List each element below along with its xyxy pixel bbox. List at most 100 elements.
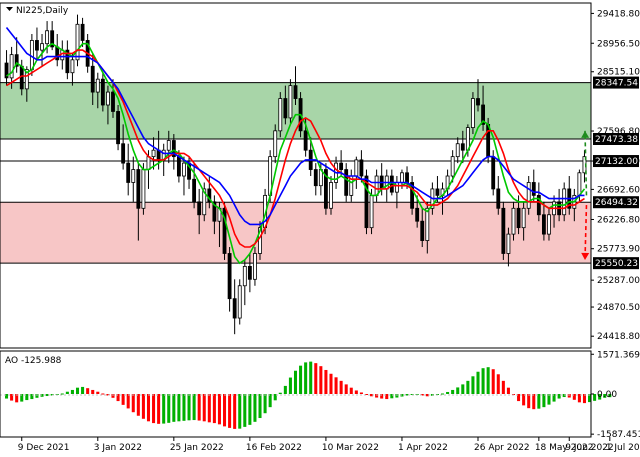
candle-body bbox=[131, 169, 136, 183]
candle-54 bbox=[278, 92, 283, 138]
level-tag-1: 27473.38 bbox=[593, 132, 639, 145]
candle-18 bbox=[95, 72, 100, 109]
candle-body bbox=[374, 175, 379, 196]
candle-49 bbox=[253, 247, 257, 286]
candle-94 bbox=[481, 85, 485, 131]
candle-body bbox=[50, 30, 55, 48]
ao-bar-62 bbox=[319, 366, 323, 394]
candle-2 bbox=[14, 37, 19, 73]
price-tick-label: 26226.80 bbox=[597, 215, 640, 225]
candle-body bbox=[182, 162, 186, 177]
candle-14 bbox=[75, 14, 80, 67]
ao-bar-109 bbox=[557, 394, 561, 399]
dropdown-triangle-icon[interactable] bbox=[6, 7, 13, 11]
ao-bar-21 bbox=[111, 394, 115, 398]
level-tags: 28347.54 27473.38 27132.00 26494.32 25550.23 bbox=[593, 76, 639, 270]
candle-body bbox=[481, 104, 485, 125]
ao-axis: 1571.369 0.00 -1587.451 bbox=[591, 350, 640, 440]
ao-bar-40 bbox=[207, 394, 211, 423]
ao-bar-17 bbox=[91, 389, 95, 394]
price-tick-label: 24870.50 bbox=[597, 303, 640, 313]
candle-body bbox=[65, 49, 70, 74]
candle-body bbox=[242, 265, 247, 287]
candle-15 bbox=[80, 17, 85, 47]
candle-body bbox=[106, 91, 110, 106]
price-tick-label: 29418.80 bbox=[597, 9, 640, 19]
candle-body bbox=[425, 207, 430, 241]
ao-bar-93 bbox=[476, 371, 480, 394]
ao-bar-35 bbox=[182, 394, 186, 421]
time-tick-label: 18 May 2022 bbox=[535, 443, 594, 453]
candle-39 bbox=[202, 182, 207, 222]
ao-bar-59 bbox=[304, 362, 308, 394]
candle-66 bbox=[339, 150, 344, 177]
candle-body bbox=[491, 156, 496, 190]
candle-body bbox=[29, 40, 34, 70]
ao-label: AO -125.988 bbox=[5, 356, 62, 366]
ao-bar-0 bbox=[5, 394, 9, 399]
candle-body bbox=[531, 182, 536, 196]
candle-body bbox=[171, 140, 176, 158]
ao-bar-67 bbox=[344, 384, 348, 394]
level-tag-label: 27473.38 bbox=[595, 135, 638, 145]
ao-bar-111 bbox=[567, 394, 571, 398]
candle-body bbox=[455, 143, 460, 158]
level-tag-4: 25550.23 bbox=[593, 257, 639, 270]
ao-bar-99 bbox=[506, 387, 510, 394]
candle-98 bbox=[501, 201, 506, 260]
ao-bar-53 bbox=[273, 394, 277, 401]
ao-bar-1 bbox=[10, 394, 14, 401]
time-tick-label: 1 Apr 2022 bbox=[398, 443, 448, 453]
ao-bar-3 bbox=[20, 394, 24, 402]
time-tick-label: 25 Jan 2022 bbox=[170, 443, 224, 453]
candle-68 bbox=[349, 169, 354, 202]
ao-bar-8 bbox=[45, 394, 49, 397]
ao-bar-7 bbox=[40, 394, 44, 397]
ao-bar-52 bbox=[268, 394, 272, 408]
candle-body bbox=[511, 207, 516, 235]
ao-bar-70 bbox=[359, 392, 363, 394]
time-tick-label: 1 Jul 2022 bbox=[606, 443, 640, 453]
arrow-shaft bbox=[584, 130, 588, 196]
ma-line-0 bbox=[6, 42, 586, 265]
ao-bar-24 bbox=[126, 394, 130, 409]
ao-bar-28 bbox=[146, 394, 151, 422]
ao-bar-113 bbox=[577, 394, 581, 403]
candle-body bbox=[435, 188, 440, 196]
price-tick-label: 25287.00 bbox=[597, 276, 640, 286]
candle-body bbox=[471, 98, 475, 128]
level-tag-label: 28347.54 bbox=[595, 79, 638, 89]
candle-body bbox=[450, 156, 455, 177]
ao-bar-22 bbox=[116, 394, 120, 402]
candle-67 bbox=[344, 163, 349, 202]
candle-106 bbox=[541, 201, 546, 241]
symbol-header[interactable]: NI225,Daily bbox=[6, 6, 69, 16]
candle-19 bbox=[100, 72, 105, 112]
ao-bar-104 bbox=[532, 394, 536, 410]
candle-53 bbox=[273, 124, 278, 164]
candle-body bbox=[176, 156, 181, 177]
ao-bar-20 bbox=[106, 394, 110, 396]
candle-body bbox=[278, 98, 283, 132]
candle-92 bbox=[471, 92, 475, 135]
ao-bar-23 bbox=[121, 394, 125, 405]
ao-bar-11 bbox=[60, 393, 64, 395]
ao-bar-57 bbox=[293, 370, 298, 394]
forecast-arrow-0 bbox=[581, 130, 590, 196]
candle-100 bbox=[511, 201, 516, 241]
ao-bar-31 bbox=[162, 394, 166, 424]
candle-body bbox=[111, 91, 115, 112]
ao-bar-19 bbox=[101, 393, 105, 395]
candle-26 bbox=[136, 163, 141, 241]
candle-93 bbox=[476, 79, 480, 112]
level-tag-label: 27132.00 bbox=[595, 157, 638, 167]
candle-body bbox=[293, 85, 298, 99]
ao-bar-119 bbox=[608, 394, 612, 398]
ao-bar-95 bbox=[486, 367, 490, 394]
candle-22 bbox=[116, 105, 120, 151]
candle-body bbox=[516, 207, 521, 229]
ao-tick-label: 1571.369 bbox=[597, 350, 640, 360]
candle-56 bbox=[288, 79, 293, 125]
ao-bar-82 bbox=[420, 394, 424, 396]
candle-body bbox=[400, 172, 404, 183]
